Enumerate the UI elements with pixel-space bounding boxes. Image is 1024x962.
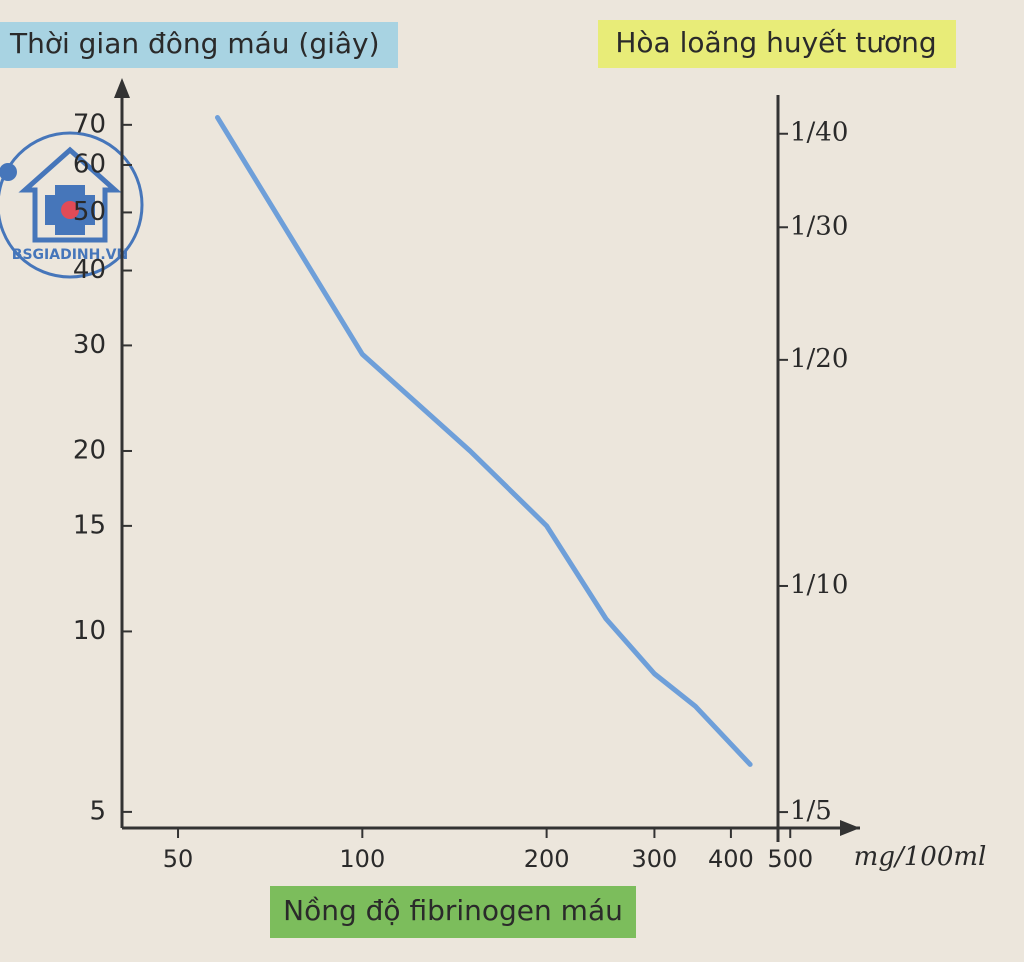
x-tick-label: 50 (163, 845, 194, 873)
y-tick-label: 70 (73, 109, 106, 139)
y2-tick-label: 1/10 (790, 570, 848, 600)
logo-ring (0, 131, 144, 279)
watermark-logo: BSGIADINH.VN (0, 131, 144, 279)
x-arrow (840, 820, 860, 836)
chart-title: Thời gian đông máu (giây) (9, 27, 380, 60)
y-tick-label: 30 (73, 330, 106, 360)
logo-heart (61, 201, 79, 219)
y2-tick-label: 1/20 (790, 344, 848, 374)
x-tick-label: 100 (339, 845, 385, 873)
data-line (214, 115, 753, 767)
logo-house (18, 146, 122, 243)
y-arrow (114, 78, 130, 98)
x-tick-label: 200 (524, 845, 570, 873)
y2-title-box (598, 20, 956, 68)
y-tick-label: 10 (73, 616, 106, 646)
y2-tick-label: 1/40 (790, 118, 848, 148)
x-title-box (270, 886, 636, 938)
x-title: Nồng độ fibrinogen máu (283, 894, 623, 927)
x-tick-label: 500 (767, 845, 813, 873)
y2-title: Hòa loãng huyết tương (615, 26, 936, 59)
x-tick-label: 400 (708, 845, 754, 873)
y-tick-label: 50 (73, 197, 106, 227)
y-tick-label: 5 (89, 796, 106, 826)
y2-tick-label: 1/5 (790, 796, 832, 826)
y-tick-label: 60 (73, 149, 106, 179)
x-unit: mg/100ml (854, 842, 987, 872)
watermark: BSGIADINH.VN (12, 247, 128, 263)
y-tick-label: 20 (73, 435, 106, 465)
logo-dot (0, 163, 17, 181)
y2-tick-label: 1/30 (790, 211, 848, 241)
y-tick-label: 40 (73, 255, 106, 285)
y-tick-label: 15 (73, 510, 106, 540)
title-box (0, 22, 398, 68)
x-tick-label: 300 (632, 845, 678, 873)
